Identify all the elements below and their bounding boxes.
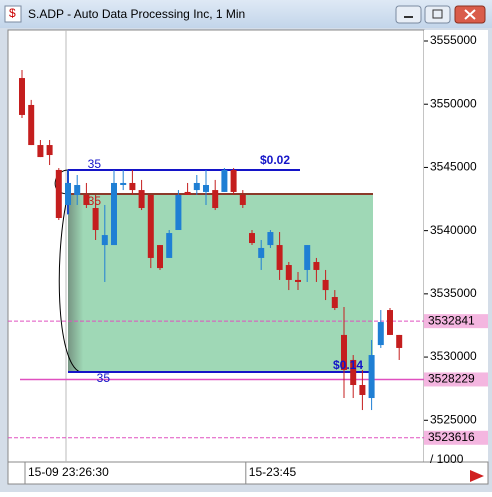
candle-body <box>221 169 228 192</box>
candle-body <box>387 310 393 335</box>
y-tick-label: 3540000 <box>430 223 477 237</box>
candle-body <box>184 191 191 195</box>
candle-body <box>65 182 71 205</box>
candle-body <box>120 182 127 185</box>
minimize-glyph <box>404 16 413 18</box>
candle-body <box>212 190 219 209</box>
y-tick-label: 3550000 <box>430 96 477 110</box>
price-label: 3523616 <box>428 430 475 444</box>
candle-body <box>138 190 145 209</box>
time-axis <box>7 461 489 485</box>
axis-note: / 1000 <box>430 452 464 466</box>
candle-body <box>341 334 347 370</box>
x-tick-label: 15-09 23:26:30 <box>28 465 109 479</box>
y-tick-label: 3535000 <box>430 286 477 300</box>
maximize-button[interactable] <box>424 5 451 24</box>
zone <box>68 193 373 372</box>
annotation: 35 <box>88 194 102 208</box>
candle-body <box>55 169 62 218</box>
candle-body <box>147 194 154 258</box>
candle-body <box>92 208 99 231</box>
candle-body <box>111 182 117 246</box>
candle-body <box>230 169 237 192</box>
zone-curve <box>54 169 81 373</box>
candle-body <box>83 194 90 205</box>
candle-body <box>166 233 173 258</box>
candle-body <box>249 233 255 244</box>
candle-body <box>19 78 25 115</box>
window-buttons[interactable] <box>395 5 486 24</box>
candle-body <box>267 232 274 246</box>
price-label-box <box>424 372 488 387</box>
annotation: $0.02 <box>260 153 290 167</box>
app-icon-glyph: $ <box>9 6 16 20</box>
candle-body <box>295 279 301 282</box>
candle-body <box>331 297 338 309</box>
price-label: 3528229 <box>428 372 475 386</box>
minimize-button[interactable] <box>395 5 422 24</box>
x-tick-label: 15-23:45 <box>249 465 297 479</box>
candle-body <box>313 261 320 270</box>
y-tick-label: 3545000 <box>430 160 477 174</box>
app-icon <box>4 5 22 23</box>
maximize-glyph <box>432 9 443 19</box>
candle-body <box>258 247 265 258</box>
candle-body <box>175 194 182 231</box>
candle-body <box>74 184 81 195</box>
candle-body <box>46 145 53 156</box>
price-axis <box>424 30 488 462</box>
candle-body <box>322 279 329 291</box>
annotation: 35 <box>88 157 102 171</box>
chart-content: 3525000 3530000 3535000 3540000 3545000 35500… <box>8 33 488 484</box>
candle-body <box>193 182 200 191</box>
candle-body <box>368 355 375 399</box>
candle-body <box>304 245 311 270</box>
candle-body <box>129 182 136 191</box>
candle-body <box>359 385 366 395</box>
candle-body <box>350 359 357 386</box>
annotation: $0.14 <box>333 358 363 372</box>
candle-body <box>285 265 292 280</box>
candle-body <box>396 334 403 348</box>
candle-body <box>28 104 35 146</box>
y-tick-label: 3530000 <box>430 349 477 363</box>
candle-body <box>37 145 44 158</box>
window-title: S.ADP - Auto Data Processing Inc, 1 Min <box>28 7 245 21</box>
candle-body <box>203 184 209 192</box>
scroll-arrow[interactable] <box>470 470 484 482</box>
candle-body <box>157 245 163 269</box>
y-tick-label: 3555000 <box>430 33 477 47</box>
candle-body <box>377 322 384 346</box>
y-tick-label: 3525000 <box>430 412 477 426</box>
close-glyph <box>464 9 476 20</box>
price-label-box <box>424 314 488 329</box>
candle-body <box>239 194 246 205</box>
candle-body <box>101 235 108 246</box>
price-label-box <box>424 430 488 445</box>
candle-body <box>276 245 283 270</box>
annotation: 35 <box>97 371 111 385</box>
price-label: 3532841 <box>428 313 475 327</box>
